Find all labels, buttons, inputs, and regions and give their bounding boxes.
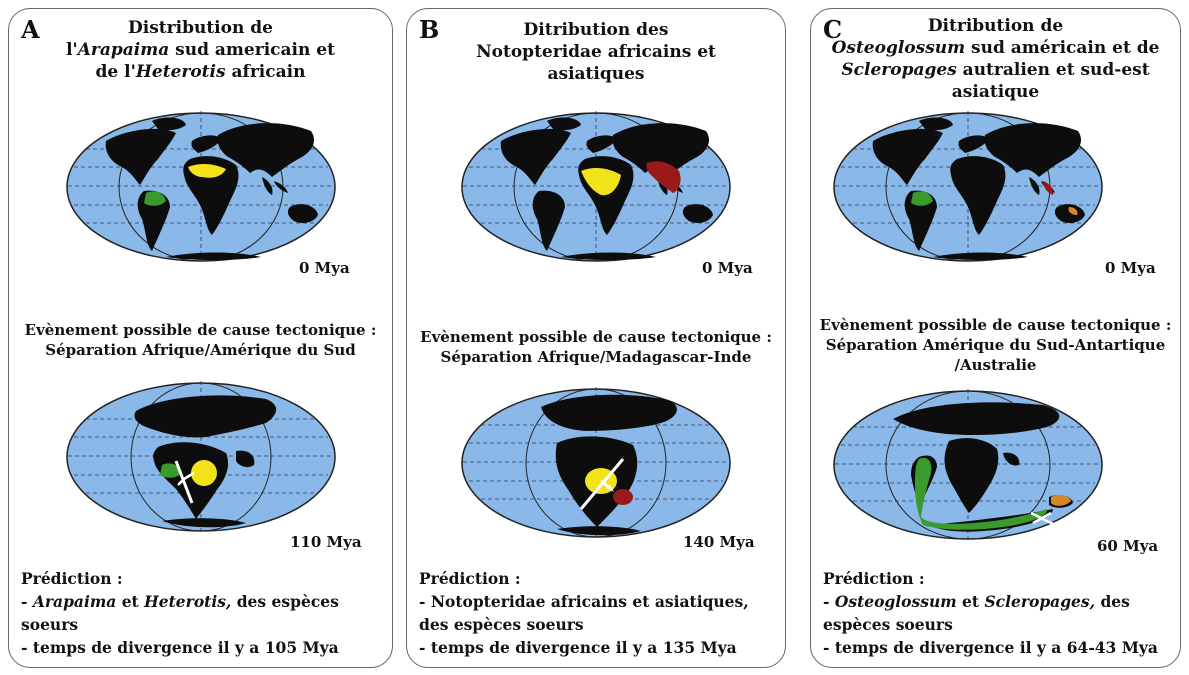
heterotis-range (191, 460, 217, 486)
world-map-present (66, 111, 336, 262)
age-label: 60 Mya (1097, 537, 1159, 555)
divergence-arrow (600, 480, 614, 492)
age-label: 0 Mya (702, 259, 753, 277)
prediction: Prédiction : - Arapaima et Heterotis, de… (21, 569, 339, 657)
panel-c: C Ditribution de Osteoglossum sud améric… (810, 8, 1181, 668)
arapaima-range (144, 191, 166, 206)
osteoglossum-range (911, 191, 933, 206)
separation-line (1030, 511, 1056, 527)
genus-name: Heterotis (135, 62, 226, 82)
world-map-present (461, 111, 731, 262)
panel-title: Distribution de l'Arapaima sud americain… (66, 18, 335, 82)
panel-letter: A (21, 15, 40, 44)
panel-a: A Distribution de l'Arapaima sud america… (8, 8, 393, 668)
osteoglossum-range (915, 457, 1048, 530)
prediction: Prédiction : - Notopteridae africains et… (419, 569, 749, 657)
asian-notopteridae-range (613, 489, 633, 505)
tectonic-event: Evènement possible de cause tectonique :… (24, 321, 377, 359)
scleropages-australia-range (1068, 207, 1078, 215)
scleropages-range (1051, 494, 1071, 506)
genus-name: Scleropages (841, 60, 957, 80)
african-notopteridae-range (581, 168, 621, 196)
genus-name: Osteoglossum (831, 38, 966, 58)
separation-line (174, 460, 194, 504)
age-label: 0 Mya (299, 259, 350, 277)
world-map-present (833, 111, 1103, 262)
world-map-past (461, 387, 731, 538)
age-label: 110 Mya (290, 533, 362, 551)
separation-line-cross (1032, 511, 1052, 525)
prediction: Prédiction : - Osteoglossum et Scleropag… (823, 569, 1158, 657)
scleropages-asia-range (1043, 181, 1054, 195)
tectonic-event: Evènement possible de cause tectonique :… (819, 316, 1172, 374)
panel-title: Ditribution de Osteoglossum sud américai… (831, 16, 1160, 102)
heterotis-range (188, 163, 226, 178)
world-map-past (66, 381, 336, 532)
tectonic-event: Evènement possible de cause tectonique :… (420, 328, 772, 366)
panel-letter: C (823, 15, 843, 44)
panel-title: Ditribution des Notopteridae africains e… (476, 20, 716, 84)
panel-letter: B (419, 15, 440, 44)
age-label: 140 Mya (683, 533, 755, 551)
world-map-past (833, 389, 1103, 540)
separation-line (579, 458, 625, 510)
asian-notopteridae-range (646, 161, 681, 193)
age-label: 0 Mya (1105, 259, 1156, 277)
divergence-arrow (177, 471, 195, 486)
arapaima-range (160, 463, 182, 478)
panel-b: B Ditribution des Notopteridae africains… (406, 8, 786, 668)
genus-name: Arapaima (77, 40, 170, 60)
